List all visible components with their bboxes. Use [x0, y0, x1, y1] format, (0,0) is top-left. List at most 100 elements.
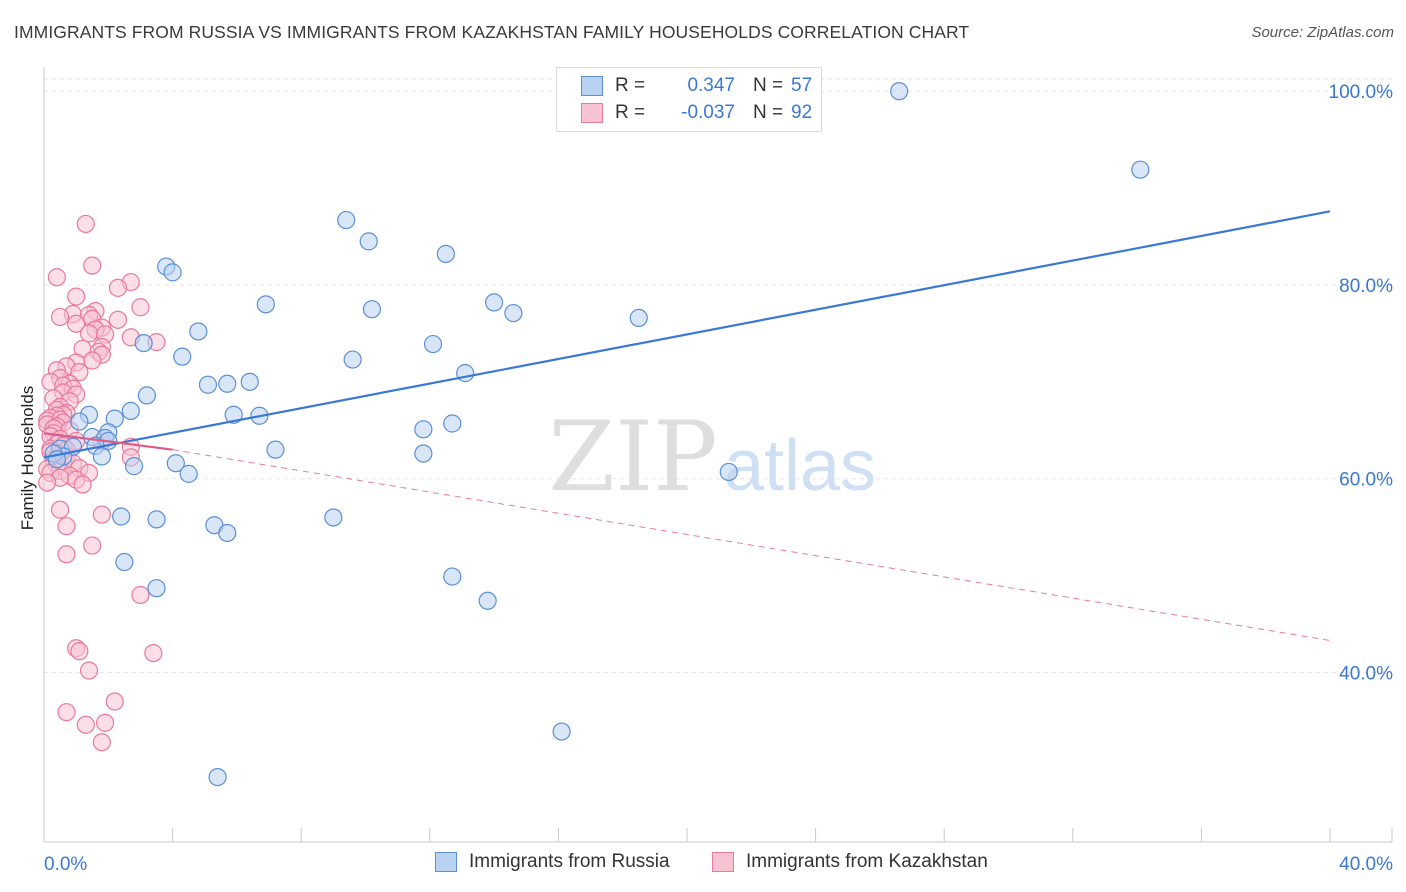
legend-r-value-kazakhstan: -0.037	[681, 102, 735, 123]
kazakhstan-point	[131, 585, 150, 605]
russia-point	[343, 350, 362, 369]
legend-n-label: N =	[753, 75, 784, 96]
axes	[43, 67, 1393, 843]
russia-point	[478, 591, 497, 610]
kazakhstan-point	[92, 505, 111, 524]
bottom-legend-russia[interactable]: Immigrants from Russia	[435, 851, 670, 873]
kazakhstan-point	[105, 692, 124, 711]
kazakhstan-point	[83, 256, 102, 275]
kazakhstan-point	[70, 642, 89, 661]
russia-point	[208, 767, 227, 787]
russia-point	[147, 510, 166, 529]
kazakhstan-trend-line-solid	[43, 432, 173, 451]
kazakhstan-point	[108, 278, 128, 297]
russia-point	[147, 579, 166, 598]
legend-r-label: R =	[615, 75, 646, 96]
russia-point	[552, 722, 571, 741]
russia-point	[224, 405, 243, 424]
russia-point	[414, 420, 433, 439]
russia-point	[115, 552, 134, 572]
russia-point	[112, 507, 131, 526]
legend-row-kazakhstan: R = -0.037 N = 92	[581, 101, 812, 125]
russia-point	[134, 333, 153, 353]
russia-point	[92, 447, 111, 466]
kazakhstan-point	[108, 310, 128, 329]
trend-lines	[43, 210, 1331, 641]
bottom-legend-swatch-kazakhstan	[712, 852, 734, 872]
x-tick-label-max: 40.0%	[1339, 854, 1393, 875]
russia-point	[121, 401, 140, 421]
kazakhstan-point	[57, 517, 76, 536]
y-tick-label: 100.0%	[1329, 82, 1394, 103]
kazakhstan-point	[95, 713, 115, 732]
legend-n-label: N =	[753, 102, 784, 123]
russia-point	[218, 374, 237, 393]
kazakhstan-point	[79, 324, 99, 343]
chart-title: IMMIGRANTS FROM RUSSIA VS IMMIGRANTS FRO…	[14, 22, 970, 42]
watermark: ZIP atlas	[548, 401, 876, 513]
kazakhstan-point	[67, 287, 86, 306]
kazakhstan-point	[50, 500, 70, 519]
legend-r-value-russia: 0.347	[687, 75, 735, 96]
russia-point	[266, 440, 285, 459]
tick-labels: 40.0% 60.0% 80.0% 100.0% 0.0% 40.0%	[44, 82, 1393, 875]
russia-point	[436, 244, 455, 264]
kazakhstan-point	[83, 536, 102, 555]
russia-point	[485, 293, 504, 312]
russia-point	[324, 508, 343, 527]
russia-point	[240, 372, 259, 391]
kazakhstan-point	[70, 363, 89, 382]
kazakhstan-point	[76, 715, 95, 734]
bottom-legend-kazakhstan[interactable]: Immigrants from Kazakhstan	[712, 851, 988, 873]
russia-point	[189, 322, 208, 341]
kazakhstan-point	[38, 473, 57, 492]
russia-point	[137, 386, 156, 405]
russia-point	[1131, 160, 1150, 179]
russia-point	[166, 454, 185, 473]
legend-r-label: R =	[615, 102, 646, 123]
russia-point	[629, 308, 648, 328]
series-kazakhstan	[38, 214, 166, 752]
russia-point	[124, 457, 144, 476]
kazakhstan-point	[76, 214, 95, 234]
kazakhstan-point	[92, 733, 111, 752]
bottom-legend-label-kazakhstan: Immigrants from Kazakhstan	[746, 851, 988, 872]
kazakhstan-point	[67, 314, 86, 333]
legend-swatch-kazakhstan	[581, 103, 603, 123]
legend-swatch-russia	[581, 76, 603, 96]
russia-point	[163, 263, 182, 282]
russia-point	[337, 210, 356, 230]
legend-row-russia: R = 0.347 N = 57	[581, 74, 812, 98]
russia-point	[173, 347, 192, 366]
kazakhstan-point	[73, 475, 92, 494]
y-tick-label: 60.0%	[1339, 470, 1393, 491]
russia-point	[443, 567, 462, 586]
bottom-legend-label-russia: Immigrants from Russia	[469, 851, 670, 872]
watermark-zip: ZIP	[548, 401, 717, 513]
bottom-legend-swatch-russia	[435, 852, 457, 872]
source-credit: Source: ZipAtlas.com	[1251, 24, 1394, 41]
legend-n-value-russia: 57	[791, 75, 813, 96]
russia-point	[198, 375, 218, 394]
russia-point	[359, 232, 378, 251]
y-tick-label: 40.0%	[1339, 663, 1393, 684]
russia-point	[362, 300, 382, 319]
kazakhstan-point	[79, 661, 99, 680]
y-tick-label: 80.0%	[1339, 276, 1393, 297]
kazakhstan-point	[57, 545, 76, 564]
series-russia	[44, 82, 1150, 787]
russia-trend-line	[43, 210, 1331, 459]
russia-point	[890, 82, 909, 101]
kazakhstan-point	[57, 703, 76, 722]
kazakhstan-trend-line-dashed	[172, 449, 1331, 641]
x-tick-label-min: 0.0%	[44, 854, 87, 875]
russia-point	[423, 334, 443, 354]
russia-point	[443, 414, 462, 433]
legend-n-value-kazakhstan: 92	[791, 102, 813, 123]
russia-point	[414, 444, 433, 463]
kazakhstan-point	[144, 643, 163, 663]
watermark-atlas: atlas	[724, 426, 876, 506]
russia-point	[70, 412, 89, 431]
kazakhstan-point	[47, 268, 66, 287]
